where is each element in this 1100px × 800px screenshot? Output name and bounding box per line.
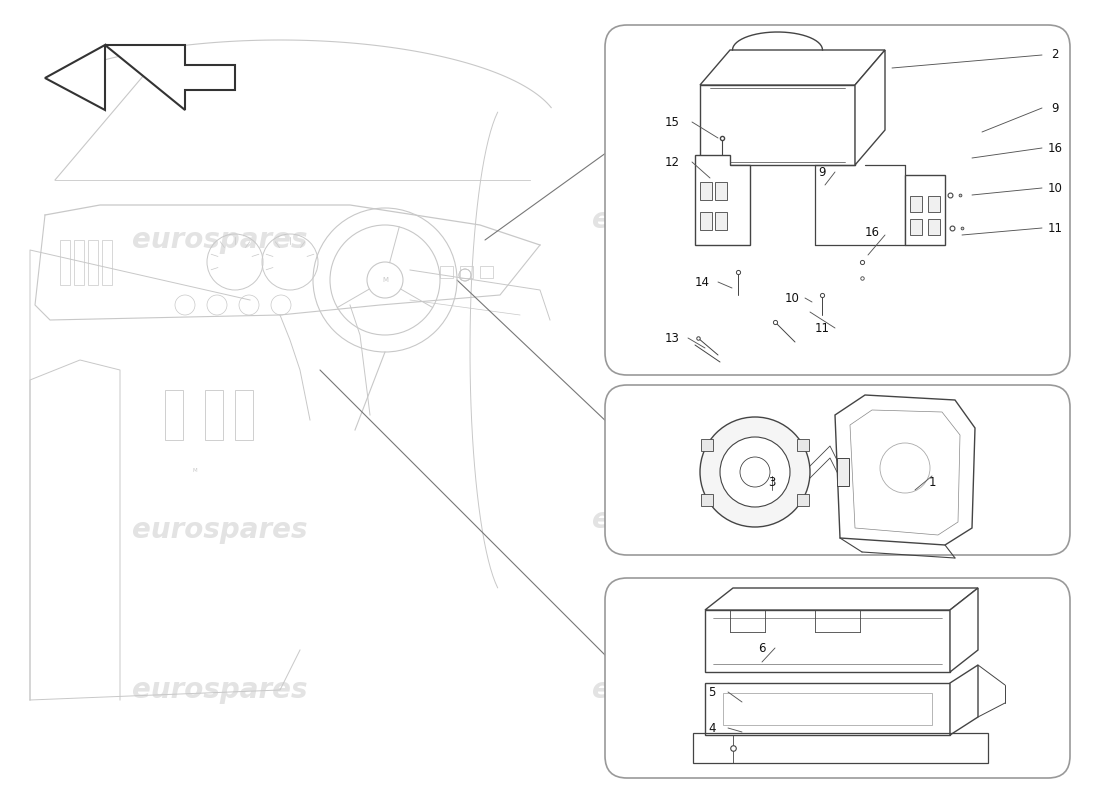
Polygon shape: [700, 50, 886, 85]
Bar: [928, 219, 940, 235]
Bar: [693, 733, 988, 763]
Bar: [88, 240, 98, 285]
Text: 12: 12: [664, 155, 680, 169]
Polygon shape: [45, 45, 104, 110]
Bar: [837, 458, 849, 486]
Text: eurospares: eurospares: [132, 676, 308, 704]
Text: eurospares: eurospares: [592, 506, 768, 534]
Text: 13: 13: [664, 331, 680, 345]
Bar: [715, 182, 727, 200]
Polygon shape: [855, 50, 886, 165]
Polygon shape: [835, 395, 975, 545]
Polygon shape: [705, 610, 950, 672]
Bar: [796, 494, 808, 506]
Bar: [700, 212, 712, 230]
Circle shape: [720, 437, 790, 507]
Polygon shape: [950, 588, 978, 672]
Bar: [165, 390, 183, 440]
Bar: [60, 240, 70, 285]
Bar: [796, 438, 808, 450]
Bar: [460, 266, 473, 278]
FancyBboxPatch shape: [605, 385, 1070, 555]
Text: M: M: [382, 277, 388, 283]
Text: 11: 11: [814, 322, 829, 334]
Bar: [928, 196, 940, 212]
Bar: [74, 240, 84, 285]
Bar: [440, 266, 453, 278]
Bar: [702, 494, 714, 506]
Text: eurospares: eurospares: [132, 516, 308, 544]
Circle shape: [700, 417, 810, 527]
Text: 11: 11: [1047, 222, 1063, 234]
Polygon shape: [905, 175, 945, 245]
FancyBboxPatch shape: [605, 578, 1070, 778]
Bar: [715, 212, 727, 230]
Polygon shape: [705, 588, 978, 610]
Text: 16: 16: [865, 226, 880, 238]
Bar: [702, 438, 714, 450]
Text: 5: 5: [708, 686, 716, 698]
Polygon shape: [705, 683, 950, 735]
Polygon shape: [700, 85, 855, 165]
Text: 9: 9: [818, 166, 826, 178]
Bar: [723, 693, 932, 725]
Text: 14: 14: [694, 275, 710, 289]
Bar: [700, 182, 712, 200]
Text: eurospares: eurospares: [592, 206, 768, 234]
Text: eurospares: eurospares: [132, 226, 308, 254]
Text: 2: 2: [1052, 49, 1058, 62]
Text: eurospares: eurospares: [592, 676, 768, 704]
Text: 3: 3: [768, 475, 776, 489]
Bar: [102, 240, 112, 285]
Text: 1: 1: [928, 475, 936, 489]
Text: 16: 16: [1047, 142, 1063, 154]
Text: 10: 10: [784, 291, 800, 305]
Bar: [910, 219, 922, 235]
Text: 15: 15: [664, 115, 680, 129]
Bar: [910, 196, 922, 212]
Bar: [235, 390, 253, 440]
FancyBboxPatch shape: [605, 25, 1070, 375]
Text: M: M: [192, 467, 197, 473]
Polygon shape: [950, 665, 978, 735]
Text: 6: 6: [758, 642, 766, 654]
Bar: [480, 266, 493, 278]
Text: 9: 9: [1052, 102, 1058, 114]
Text: 4: 4: [708, 722, 716, 734]
Bar: [205, 390, 223, 440]
Polygon shape: [104, 45, 235, 110]
Polygon shape: [695, 155, 750, 245]
Text: 10: 10: [1047, 182, 1063, 194]
